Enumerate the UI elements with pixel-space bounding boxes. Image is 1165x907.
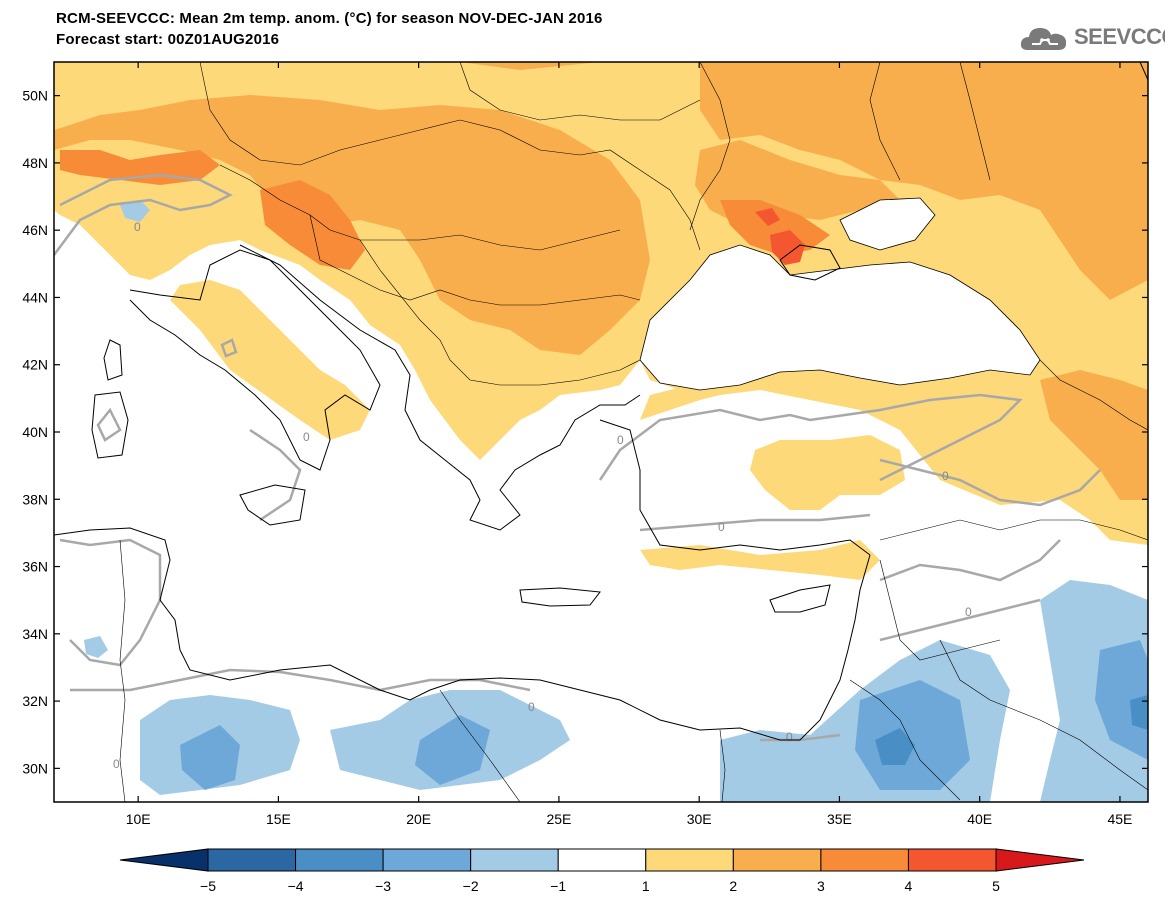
lat-tick-label: 42N — [22, 357, 48, 373]
lon-tick-label: 30E — [687, 811, 712, 827]
contour-label: 0 — [718, 520, 725, 534]
contour-label: 0 — [617, 433, 624, 447]
colorbar-label: −2 — [463, 878, 479, 894]
lat-tick-label: 34N — [22, 626, 48, 642]
contour-label: 0 — [528, 700, 535, 714]
contour-label: 0 — [134, 220, 141, 234]
colorbar-label: 2 — [729, 878, 737, 894]
colorbar-label: −3 — [375, 878, 391, 894]
colorbar-label: −1 — [550, 878, 566, 894]
contour-label: 0 — [303, 430, 310, 444]
anomaly-zone-pos3-east — [720, 200, 830, 255]
lon-tick-label: 45E — [1107, 811, 1132, 827]
contour-labels: 0 0 0 0 0 0 0 0 0 — [113, 220, 972, 771]
colorbar-label: −5 — [200, 878, 216, 894]
colorbar-swatch — [820, 848, 909, 872]
anomaly-zone-pos1-italy — [170, 280, 370, 440]
anomaly-zone-pos4 — [770, 230, 805, 265]
colorbar-label: 4 — [905, 878, 913, 894]
colorbar-label: −4 — [288, 878, 304, 894]
cloud-icon — [1020, 28, 1067, 50]
logo-text: SEEVCCC — [1074, 24, 1165, 49]
forecast-start: Forecast start: 00Z01AUG2016 — [56, 31, 280, 48]
colorbar-swatch — [907, 848, 997, 872]
colorbar-arrow-high — [995, 848, 1085, 872]
anomaly-zone-pos2-east — [1040, 370, 1148, 500]
lat-tick-label: 44N — [22, 289, 48, 305]
lat-tick-label: 48N — [22, 155, 48, 171]
contour-label: 0 — [113, 757, 120, 771]
contour-label: 0 — [942, 469, 949, 483]
seevccc-logo: SEEVCCC — [1018, 22, 1165, 56]
black-sea — [639, 244, 1041, 391]
anomaly-field: 0 0 0 0 0 0 0 0 0 — [54, 62, 1148, 802]
zero-contours — [54, 173, 1101, 742]
colorbar-label: 1 — [642, 878, 650, 894]
colorbar-swatch — [557, 848, 647, 872]
colorbar-swatch — [470, 848, 559, 872]
lat-tick-label: 38N — [22, 491, 48, 507]
lat-tick-label: 32N — [22, 693, 48, 709]
colorbar-swatch — [732, 848, 822, 872]
colorbar-swatch — [207, 848, 297, 872]
colorbar: −5 −4 −3 −2 −1 1 2 3 4 5 — [119, 848, 1085, 894]
lon-tick-label: 10E — [126, 811, 151, 827]
anomaly-zone-pos1-anatolia — [750, 435, 905, 510]
colorbar-arrow-low — [119, 848, 209, 872]
anomaly-zone-pos2 — [54, 62, 1148, 355]
lon-tick-label: 15E — [266, 811, 291, 827]
contour-label: 0 — [965, 605, 972, 619]
lat-tick-label: 50N — [22, 88, 48, 104]
country-borders — [119, 62, 1148, 802]
lat-tick-label: 36N — [22, 559, 48, 575]
anomaly-zone-pos4-b — [755, 208, 780, 226]
lon-tick-label: 25E — [546, 811, 571, 827]
lat-tick-label: 46N — [22, 222, 48, 238]
lon-tick-label: 40E — [967, 811, 992, 827]
colorbar-swatch — [645, 848, 734, 872]
colorbar-label: 3 — [817, 878, 825, 894]
anomaly-zone-neg3 — [875, 695, 1148, 765]
coastlines — [54, 62, 1148, 741]
lon-axis: 10E 15E 20E 25E 30E 35E 40E 45E — [126, 62, 1132, 827]
lon-tick-label: 35E — [827, 811, 852, 827]
colorbar-swatch — [382, 848, 472, 872]
lon-tick-label: 20E — [406, 811, 431, 827]
map-title: RCM-SEEVCCC: Mean 2m temp. anom. (°C) fo… — [56, 10, 603, 27]
lat-axis: 50N 48N 46N 44N 42N 40N 38N 36N 34N 32N 30N — [22, 88, 1148, 776]
colorbar-swatch — [295, 848, 384, 872]
contour-label: 0 — [786, 730, 793, 744]
lat-tick-label: 30N — [22, 760, 48, 776]
colorbar-label: 5 — [992, 878, 1000, 894]
azov-sea — [839, 197, 936, 251]
lat-tick-label: 40N — [22, 424, 48, 440]
